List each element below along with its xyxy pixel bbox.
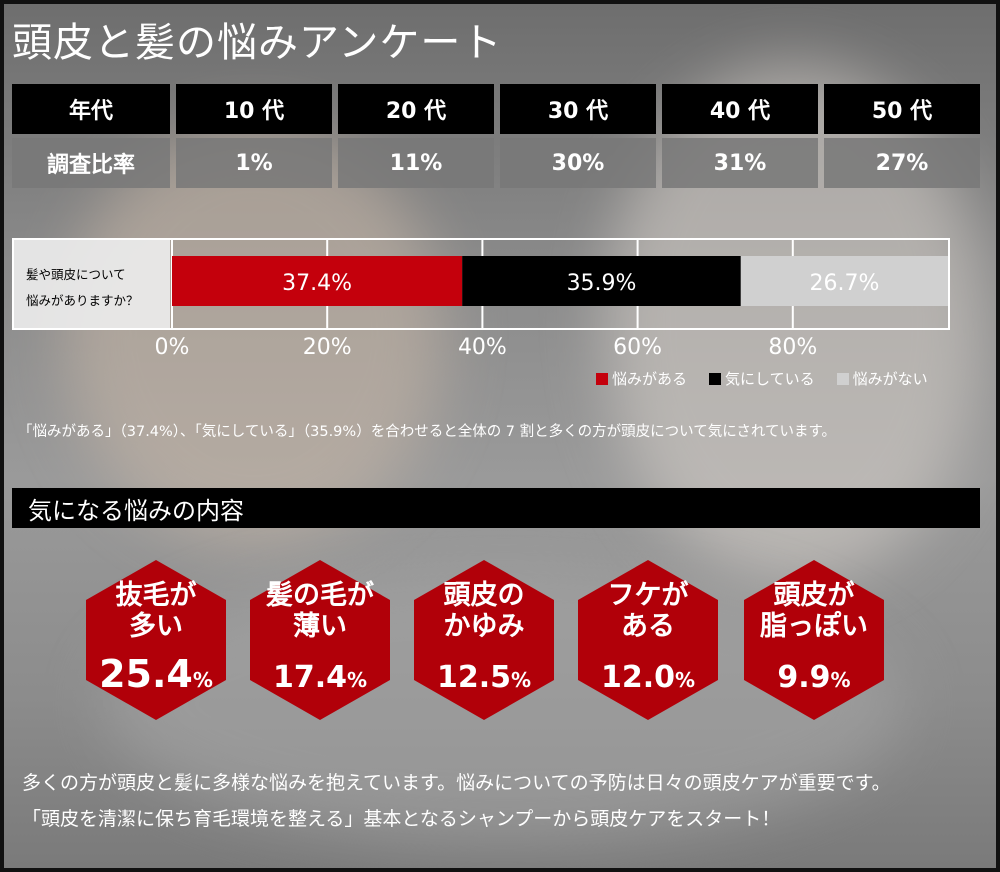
chart-note: 「悩みがある」（37.4%）、「気にしている」（35.9%）を合わせると全体の … <box>18 424 837 440</box>
concern-value: 9.9 <box>777 660 831 695</box>
concern-hexagon: 髪の毛が 薄い 17.4% <box>250 560 390 720</box>
concern-label-line: 薄い <box>293 611 347 642</box>
hexagon-shape <box>86 560 226 720</box>
table-header-cell: 30 代 <box>500 84 656 134</box>
concern-label-line: 抜毛が <box>115 580 197 611</box>
x-tick-label: 60% <box>613 335 662 360</box>
concern-unit: % <box>510 668 532 692</box>
table-header-cell: 10 代 <box>176 84 332 134</box>
concern-unit: % <box>346 668 368 692</box>
table-value-label: 調査比率 <box>12 138 170 188</box>
concern-hexagon: 抜毛が 多い 25.4% <box>86 560 226 720</box>
concern-percent: 12.0% <box>578 660 718 695</box>
concern-label-line: 多い <box>129 611 183 642</box>
legend: 悩みがある 気にしている 悩みがない <box>596 368 928 389</box>
table-header-label: 年代 <box>12 84 170 134</box>
concern-percent: 12.5% <box>414 660 554 695</box>
concern-value: 12.0 <box>600 660 675 695</box>
page-title: 頭皮と髪の悩みアンケート <box>12 20 503 66</box>
bar-data-label: 37.4% <box>282 271 352 296</box>
footer-line-2: 「頭皮を清潔に保ち育毛環境を整える」基本となるシャンプーから頭皮ケアをスタート！ <box>22 808 781 830</box>
table-value-cell: 31% <box>662 138 818 188</box>
concern-label-line: 髪の毛が <box>266 580 374 611</box>
concern-unit: % <box>674 668 696 692</box>
chart-question-line: 悩みがありますか？ <box>26 293 139 308</box>
bar-data-label: 35.9% <box>567 271 637 296</box>
concern-unit: % <box>192 668 213 692</box>
concern-value: 12.5 <box>436 660 511 695</box>
background-photo-face <box>64 124 444 544</box>
concern-label-line: 頭皮の <box>443 580 525 611</box>
chart-question-line: 髪や頭皮について <box>26 267 126 282</box>
bar-segment <box>740 256 948 306</box>
concern-hexagon: 頭皮が 脂っぽい 9.9% <box>744 560 884 720</box>
bar-segment <box>462 256 741 306</box>
legend-label: 気にしている <box>725 370 815 388</box>
legend-swatch <box>836 372 849 385</box>
concern-hexagon: 頭皮の かゆみ 12.5% <box>414 560 554 720</box>
hexagon-shape <box>744 560 884 720</box>
concern-label-line: 頭皮が <box>773 580 855 611</box>
legend-swatch <box>709 372 722 385</box>
concern-unit: % <box>830 668 851 692</box>
concern-value: 17.4 <box>272 660 347 695</box>
table-header-cell: 40 代 <box>662 84 818 134</box>
chart-box <box>12 238 950 330</box>
table-value-cell: 11% <box>338 138 494 188</box>
concern-label: 頭皮が 脂っぽい <box>744 580 884 642</box>
concern-label: フケが ある <box>578 580 718 642</box>
x-tick-label: 20% <box>303 335 352 360</box>
legend-label: 悩みがある <box>612 370 688 388</box>
bar-segment <box>172 256 463 306</box>
concern-label: 抜毛が 多い <box>86 580 226 642</box>
section-header-bar <box>12 488 980 528</box>
x-tick-label: 80% <box>768 335 817 360</box>
hexagon-shape <box>578 560 718 720</box>
concern-label: 髪の毛が 薄い <box>250 580 390 642</box>
legend-label: 悩みがない <box>852 370 928 388</box>
table-header-cell: 20 代 <box>338 84 494 134</box>
concern-label: 頭皮の かゆみ <box>414 580 554 642</box>
concern-label-line: ある <box>621 611 675 642</box>
x-tick-label: 40% <box>458 335 507 360</box>
table-value-cell: 30% <box>500 138 656 188</box>
hexagon-shape <box>414 560 554 720</box>
concern-hexagon: フケが ある 12.0% <box>578 560 718 720</box>
hexagon-shape <box>250 560 390 720</box>
x-tick-label: 0% <box>155 335 190 360</box>
footer-line-1: 多くの方が頭皮と髪に多様な悩みを抱えています。悩みについての予防は日々の頭皮ケア… <box>22 772 891 794</box>
concern-percent: 9.9% <box>744 660 884 695</box>
concern-label-line: 脂っぽい <box>760 611 868 642</box>
concern-label-line: フケが <box>607 580 689 611</box>
table-value-cell: 1% <box>176 138 332 188</box>
legend-swatch <box>596 372 608 385</box>
table-value-cell: 27% <box>824 138 980 188</box>
concern-value: 25.4 <box>99 652 193 696</box>
bar-data-label: 26.7% <box>809 271 879 296</box>
chart-question: 髪や頭皮について 悩みがありますか？ <box>14 240 170 328</box>
concern-percent: 25.4% <box>86 652 226 696</box>
table-header-cell: 50 代 <box>824 84 980 134</box>
concern-percent: 17.4% <box>250 660 390 695</box>
concern-label-line: かゆみ <box>443 611 525 642</box>
section-title: 気になる悩みの内容 <box>28 497 244 525</box>
